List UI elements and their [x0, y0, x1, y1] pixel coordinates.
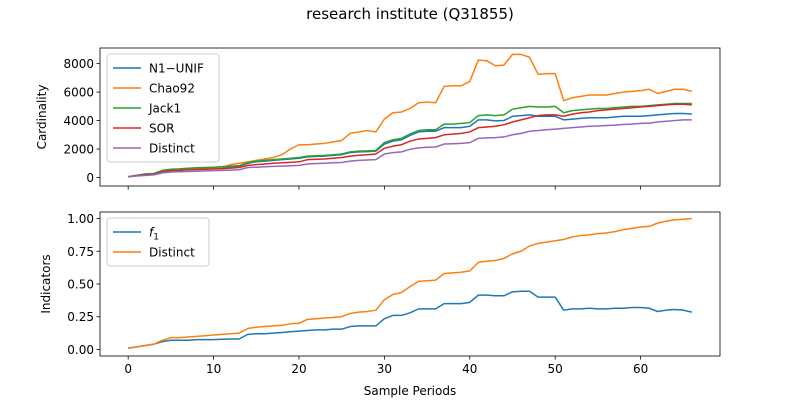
- y-tick-label: 2000: [63, 143, 94, 157]
- y-tick-label: 0: [86, 171, 94, 185]
- legend-label: Distinct: [149, 142, 195, 156]
- y-tick-label: 1.00: [67, 212, 94, 226]
- y-tick-label: 0.00: [67, 343, 94, 357]
- bottom-panel-indicators: 0 10 20 30 40 50 60 0.00 0.25 0.50 0.75 1.00 Indicat…: [39, 211, 721, 398]
- y-tick-label: 0.25: [67, 310, 94, 324]
- axes-frame: [99, 47, 721, 187]
- legend-label: Jack1: [148, 102, 181, 116]
- y-axis-label: Cardinality: [35, 85, 49, 150]
- x-tick-label: 20: [291, 362, 306, 376]
- x-tick-label: 40: [462, 362, 477, 376]
- series-line-distinct-4: [128, 119, 692, 178]
- x-tick-label: 10: [206, 362, 221, 376]
- y-tick-label: 4000: [63, 114, 94, 128]
- legend-label: Distinct: [149, 246, 195, 260]
- figure-title: research institute (Q31855): [306, 5, 514, 23]
- top-panel-cardinality: 0 2000 4000 6000 8000 Cardinality N1−UNIF Chao9…: [35, 47, 721, 190]
- x-axis-label: Sample Periods: [364, 384, 456, 398]
- x-tick-label: 0: [124, 362, 132, 376]
- legend-label: SOR: [149, 122, 174, 136]
- series-line-jack1-2: [128, 102, 692, 178]
- y-tick-label: 0.75: [67, 245, 94, 259]
- legend-box: [106, 53, 220, 163]
- y-axis-label: Indicators: [39, 254, 53, 313]
- series-line-distinct-1: [128, 217, 692, 349]
- x-tick-label: 30: [377, 362, 392, 376]
- series-line-sor-3: [128, 103, 692, 178]
- legend-box: [106, 217, 210, 267]
- x-tick-label: 50: [548, 362, 563, 376]
- y-tick-label: 0.50: [67, 278, 94, 292]
- legend: N1−UNIF Chao92 Jack1 SOR Distinct: [106, 53, 220, 163]
- series-line-f-0: [128, 290, 692, 349]
- y-tick-label: 8000: [63, 57, 94, 71]
- legend-label: N1−UNIF: [149, 62, 204, 76]
- legend: f1 Distinct: [106, 217, 210, 267]
- legend-label: f1: [149, 226, 159, 243]
- x-tick-label: 60: [633, 362, 648, 376]
- y-tick-label: 6000: [63, 86, 94, 100]
- legend-label: Chao92: [149, 82, 195, 96]
